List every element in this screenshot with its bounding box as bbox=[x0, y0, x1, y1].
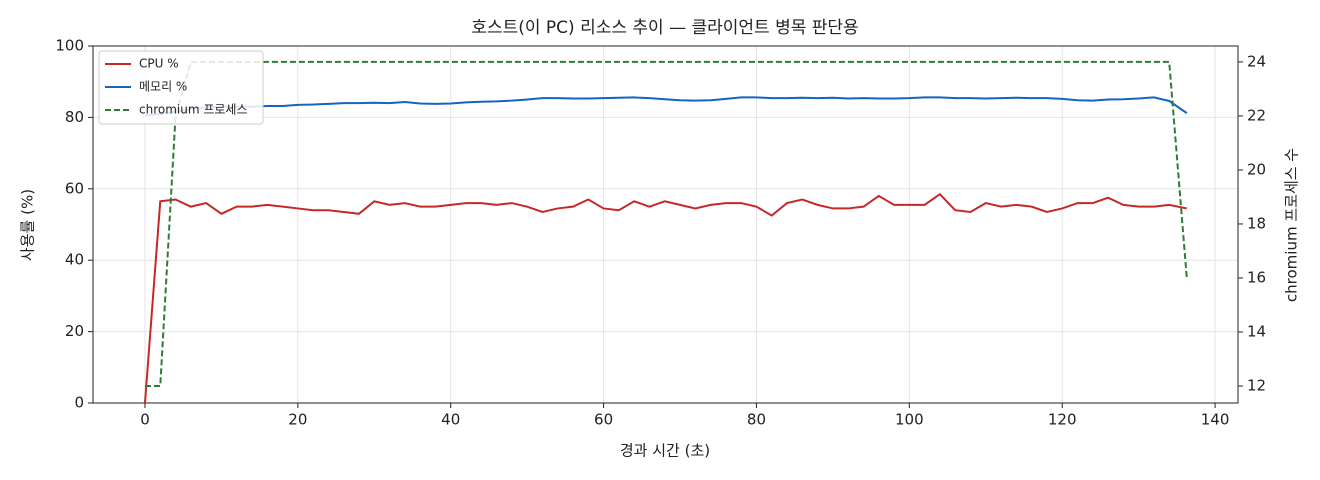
y2-tick-label: 20 bbox=[1247, 160, 1266, 178]
y2-tick-label: 14 bbox=[1247, 322, 1266, 340]
y2-tick-label: 22 bbox=[1247, 106, 1266, 124]
y-tick-label: 0 bbox=[74, 394, 84, 412]
series-line bbox=[144, 60, 1188, 387]
y-tick-label: 40 bbox=[65, 251, 84, 269]
x-tick-label: 20 bbox=[288, 411, 307, 429]
x-tick-label: 140 bbox=[1201, 411, 1230, 429]
legend-box bbox=[98, 50, 264, 125]
plot-frame bbox=[92, 45, 1239, 404]
x-tick-label: 80 bbox=[747, 411, 766, 429]
x-tick-label: 60 bbox=[594, 411, 613, 429]
y2-tick-label: 18 bbox=[1247, 214, 1266, 232]
series-line bbox=[143, 192, 1187, 404]
y2-axis-label: chromium 프로세스 수 bbox=[1283, 148, 1301, 302]
legend: CPU % 메모리 % chromium 프로세스 bbox=[98, 50, 264, 125]
y2-tick-label: 16 bbox=[1247, 268, 1266, 286]
legend-label: CPU % bbox=[139, 57, 179, 71]
x-tick-label: 40 bbox=[441, 411, 460, 429]
chart-title: 호스트(이 PC) 리소스 추이 — 클라이언트 병목 판단용 bbox=[471, 18, 858, 38]
series-line bbox=[144, 96, 1188, 117]
legend-label: 메모리 % bbox=[139, 80, 187, 94]
legend-label: chromium 프로세스 bbox=[139, 103, 248, 117]
y-tick-label: 60 bbox=[65, 179, 84, 197]
y-axis-label: 사용률 (%) bbox=[19, 189, 37, 261]
x-tick-label: 100 bbox=[895, 411, 924, 429]
y-tick-label: 20 bbox=[65, 322, 84, 340]
x-tick-label: 0 bbox=[140, 411, 150, 429]
x-axis-label: 경과 시간 (초) bbox=[620, 442, 710, 460]
y-tick-label: 80 bbox=[65, 108, 84, 126]
y2-tick-label: 24 bbox=[1247, 52, 1266, 70]
y-tick-label: 100 bbox=[55, 37, 84, 55]
y2-tick-label: 12 bbox=[1247, 376, 1266, 394]
x-tick-label: 120 bbox=[1048, 411, 1077, 429]
